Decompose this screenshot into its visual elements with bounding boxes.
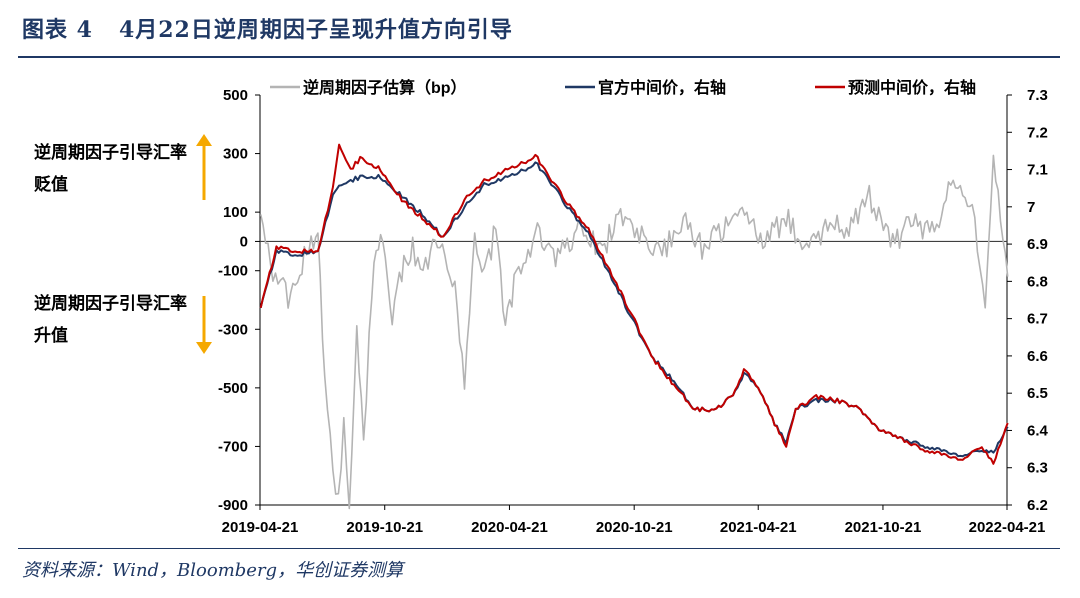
left-tick-label: -900	[218, 497, 248, 514]
right-tick-label: 7	[1027, 199, 1035, 216]
legend-factor-label: 逆周期因子估算（bp）	[303, 78, 467, 97]
right-tick-label: 6.6	[1027, 348, 1048, 365]
title-divider	[18, 56, 1060, 58]
appreciation-arrow-head	[196, 342, 212, 354]
right-tick-label: 6.4	[1027, 422, 1049, 439]
right-tick-label: 6.7	[1027, 311, 1048, 328]
right-tick-label: 6.8	[1027, 273, 1048, 290]
legend-official-label: 官方中间价，右轴	[598, 78, 726, 97]
depreciation-annotation: 逆周期因子引导汇率贬值	[34, 143, 187, 195]
factor-line	[259, 154, 1009, 510]
left-tick-label: -100	[218, 263, 248, 280]
right-tick-label: 6.5	[1027, 385, 1048, 402]
right-tick-label: 7.2	[1027, 124, 1048, 141]
official-midpoint-line	[259, 161, 1009, 458]
right-tick-label: 6.2	[1027, 497, 1048, 514]
left-tick-label: -500	[218, 380, 248, 397]
figure-title: 图表 4 4月22日逆周期因子呈现升值方向引导	[22, 17, 513, 43]
x-tick-label: 2022-04-21	[969, 519, 1046, 536]
x-tick-label: 2020-04-21	[471, 519, 548, 536]
source-divider	[18, 548, 1060, 549]
right-tick-label: 7.3	[1027, 87, 1048, 104]
x-tick-label: 2019-04-21	[222, 519, 299, 536]
left-tick-label: 500	[223, 87, 248, 104]
left-tick-label: 300	[223, 146, 248, 163]
x-tick-label: 2021-10-21	[845, 519, 922, 536]
left-tick-label: -300	[218, 321, 248, 338]
left-tick-label: 100	[223, 204, 248, 221]
legend-forecast-label: 预测中间价，右轴	[848, 78, 976, 97]
right-tick-label: 6.9	[1027, 236, 1048, 253]
left-tick-label: 0	[240, 233, 248, 250]
x-tick-label: 2019-10-21	[346, 519, 423, 536]
depreciation-arrow-head	[196, 134, 212, 146]
right-tick-label: 6.3	[1027, 460, 1048, 477]
forecast-midpoint-line	[259, 143, 1009, 465]
source-note: 资料来源：Wind，Bloomberg，华创证券测算	[22, 560, 404, 581]
left-tick-label: -700	[218, 438, 248, 455]
x-tick-label: 2021-04-21	[720, 519, 797, 536]
right-tick-label: 7.1	[1027, 162, 1048, 179]
appreciation-annotation: 逆周期因子引导汇率升值	[34, 294, 187, 346]
x-tick-label: 2020-10-21	[596, 519, 673, 536]
